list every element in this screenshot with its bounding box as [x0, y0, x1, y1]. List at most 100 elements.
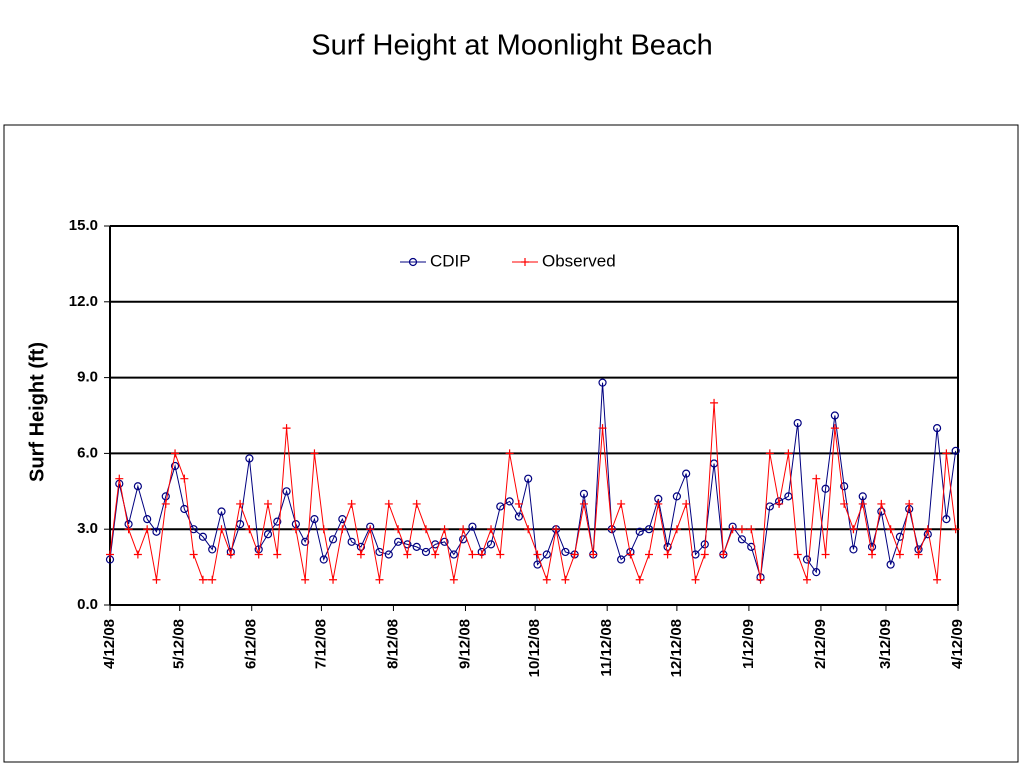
- point: [840, 482, 849, 491]
- point: [366, 525, 375, 534]
- point: [598, 424, 607, 433]
- point: [663, 542, 672, 551]
- point: [468, 522, 477, 531]
- point: [858, 499, 867, 508]
- point: [617, 555, 626, 564]
- point: [152, 575, 161, 584]
- point: [477, 550, 486, 559]
- point: [440, 525, 449, 534]
- point: [672, 492, 681, 501]
- point: [728, 525, 737, 534]
- point: [737, 535, 747, 544]
- point: [747, 525, 756, 534]
- point: [654, 499, 663, 508]
- point: [849, 545, 858, 554]
- point: [521, 258, 529, 266]
- point: [942, 514, 951, 524]
- series-line: [109, 382, 957, 578]
- point: [236, 499, 245, 508]
- x-tick-label: 11/12/08: [598, 619, 615, 677]
- point: [161, 499, 170, 508]
- point: [682, 469, 691, 478]
- point: [635, 575, 644, 584]
- point: [384, 550, 393, 559]
- point: [830, 424, 839, 433]
- point: [273, 517, 282, 526]
- point: [756, 575, 765, 584]
- point: [793, 550, 802, 559]
- y-axis-label: Surf Height (ft): [26, 342, 48, 482]
- point: [263, 530, 273, 539]
- point: [115, 474, 124, 483]
- point: [263, 499, 272, 508]
- point: [821, 484, 830, 493]
- y-tick-label: 3.0: [77, 520, 98, 537]
- point: [524, 474, 533, 483]
- point: [644, 525, 654, 534]
- point: [403, 550, 412, 559]
- point: [412, 499, 421, 508]
- point: [152, 527, 161, 536]
- point: [663, 550, 672, 559]
- point: [487, 525, 496, 534]
- point: [951, 525, 960, 534]
- point: [635, 527, 644, 536]
- point: [226, 550, 235, 559]
- x-tick-label: 10/12/08: [526, 619, 543, 677]
- point: [143, 525, 152, 534]
- point: [598, 378, 607, 387]
- point: [719, 550, 728, 559]
- point: [329, 575, 338, 584]
- point: [347, 499, 356, 508]
- point: [421, 525, 430, 534]
- point: [802, 575, 811, 584]
- point: [802, 555, 812, 564]
- series-line: [109, 402, 957, 582]
- x-tick-label: 1/12/09: [740, 619, 757, 669]
- point: [951, 446, 960, 455]
- x-tick-label: 12/12/08: [668, 619, 685, 677]
- point: [319, 525, 328, 534]
- point: [542, 575, 551, 584]
- point: [449, 575, 458, 584]
- point: [171, 449, 180, 458]
- point: [933, 575, 942, 584]
- point: [459, 525, 468, 534]
- point: [496, 502, 505, 511]
- point: [561, 547, 570, 557]
- point: [408, 257, 418, 267]
- point: [245, 525, 254, 534]
- point: [867, 542, 877, 551]
- point: [282, 487, 291, 496]
- point: [942, 449, 951, 458]
- point: [356, 550, 365, 559]
- point: [217, 525, 226, 534]
- point: [347, 537, 356, 546]
- point: [579, 489, 589, 498]
- point: [579, 499, 588, 508]
- y-tick-label: 15.0: [69, 217, 98, 234]
- point: [338, 525, 347, 534]
- point: [812, 474, 821, 483]
- point: [319, 555, 328, 564]
- point: [923, 525, 932, 534]
- point: [710, 398, 719, 407]
- point: [431, 550, 440, 559]
- point: [793, 418, 802, 428]
- point: [282, 424, 291, 433]
- point: [375, 575, 384, 584]
- point: [208, 575, 217, 584]
- point: [291, 525, 300, 534]
- point: [775, 499, 784, 508]
- point: [932, 424, 942, 433]
- point: [607, 525, 616, 534]
- point: [886, 525, 895, 534]
- point: [682, 499, 691, 508]
- point: [877, 499, 886, 508]
- point: [189, 550, 198, 559]
- point: [821, 550, 830, 559]
- point: [273, 550, 282, 559]
- legend-item: CDIP: [400, 251, 471, 270]
- point: [393, 537, 403, 546]
- point: [301, 575, 310, 584]
